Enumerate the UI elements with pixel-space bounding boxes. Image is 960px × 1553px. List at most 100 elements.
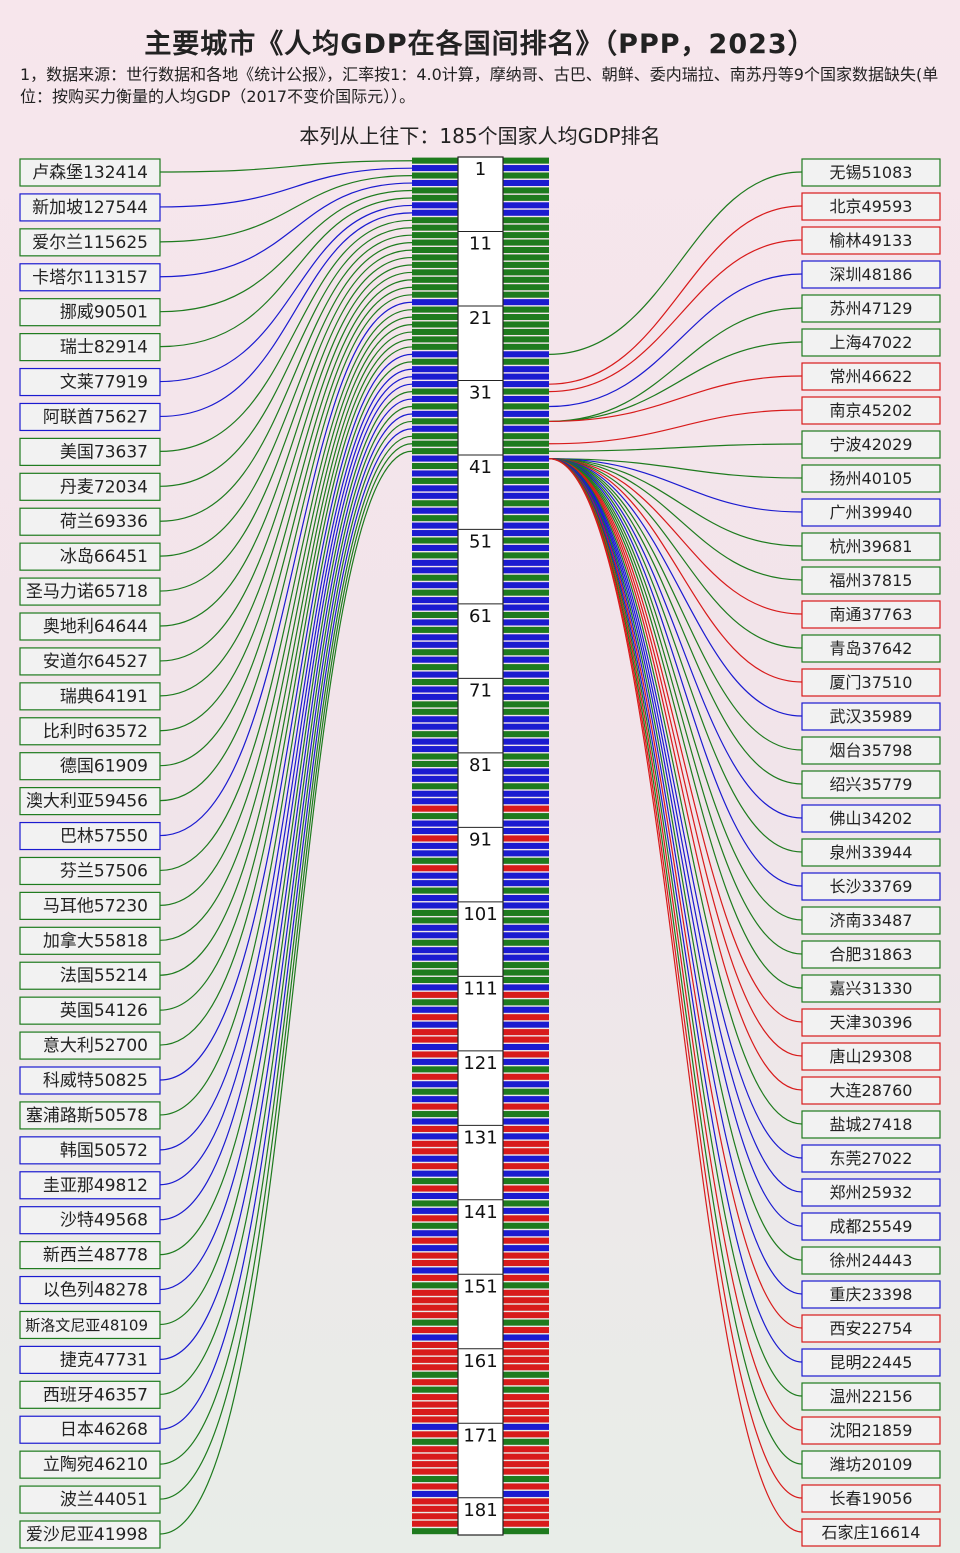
country-label-box (19, 856, 161, 886)
rank-bar-left (412, 589, 458, 596)
city-connector (548, 458, 803, 921)
country-label-box (19, 472, 161, 501)
rank-bar-right (503, 336, 549, 343)
city-label-box (801, 1076, 941, 1105)
country-connector (159, 353, 413, 1081)
rank-bar-left (412, 1088, 458, 1095)
rank-tick-label: 31 (469, 382, 492, 403)
rank-bar-right (503, 567, 549, 574)
rank-bar-right (503, 299, 549, 306)
rank-bar-left (412, 246, 458, 254)
city-connector (548, 458, 803, 1227)
country-label-box (19, 507, 161, 536)
rank-bar-left (412, 1267, 458, 1274)
rank-bar-right (503, 537, 549, 544)
country-label-box (19, 821, 161, 851)
rank-bar-left (412, 1513, 458, 1520)
country-label: 捷克47731 (60, 1350, 148, 1370)
rank-bar-left (412, 477, 458, 484)
country-label-box (19, 891, 161, 920)
rank-bar-right (503, 1163, 549, 1170)
country-connector (159, 227, 413, 487)
city-label-box (801, 1484, 941, 1513)
city-label-box (801, 1416, 941, 1445)
rank-bar-left (412, 939, 458, 946)
country-label-box (19, 437, 161, 466)
rank-bar-right (503, 1118, 549, 1125)
rank-bar-left (412, 686, 458, 693)
rank-bar-right (503, 477, 549, 484)
rank-bar-right (503, 887, 549, 894)
city-label-box (801, 498, 941, 527)
rank-bar-right (503, 976, 549, 983)
rank-bar-right (503, 1111, 549, 1118)
country-label: 斯洛文尼亚48109 (25, 1316, 148, 1334)
rank-bar-left (412, 611, 458, 619)
rank-bar-right (503, 1282, 549, 1289)
rank-bar-left (412, 172, 458, 179)
rank-bar-right (503, 1319, 549, 1326)
rank-bar-left (412, 1036, 458, 1043)
rank-bar-left (412, 731, 458, 738)
rank-bar-left (412, 634, 458, 641)
rank-bar-left (412, 1483, 458, 1490)
chart-title: 主要城市《人均GDP在各国间排名》（PPP，2023） (144, 29, 816, 60)
country-connector (159, 286, 413, 767)
rank-tick-label: 121 (463, 1053, 497, 1074)
rank-bar-right (503, 611, 549, 619)
country-connector (159, 413, 413, 1360)
rank-bar-right (503, 932, 549, 939)
city-label-box (801, 328, 941, 357)
rank-bar-left (412, 381, 458, 388)
country-connector (159, 182, 413, 278)
rank-bar-right (503, 820, 549, 827)
rank-bar-left (412, 1192, 458, 1200)
country-connector (159, 175, 413, 243)
country-label: 塞浦路斯50578 (26, 1106, 148, 1126)
rank-bar-right (503, 1498, 549, 1505)
rank-bar-right (503, 224, 549, 231)
rank-bar-right (503, 515, 549, 522)
country-label-box (19, 787, 161, 816)
rank-bar-left (412, 1364, 458, 1371)
rank-bar-right (503, 753, 549, 760)
city-connector (548, 458, 803, 1261)
city-connector (548, 443, 803, 452)
rank-bar-right (503, 1237, 549, 1244)
country-connector (159, 331, 413, 976)
city-label-box (801, 804, 941, 833)
rank-bar-left (412, 1103, 458, 1110)
rank-bar-right (503, 1215, 549, 1222)
rank-bar-left (412, 671, 458, 678)
rank-bar-left (412, 820, 458, 827)
country-label: 加拿大55818 (43, 930, 148, 951)
country-connector (159, 316, 413, 906)
rank-bar-right (503, 433, 549, 440)
rank-bar-right (503, 254, 549, 261)
city-label-box (801, 974, 941, 1003)
rank-bar-right (503, 284, 549, 291)
rank-bar-left (412, 321, 458, 328)
rank-bar-right (503, 1364, 549, 1371)
rank-bar-right (503, 679, 549, 686)
rank-bar-right (503, 194, 549, 201)
country-connector (159, 189, 413, 313)
country-label: 法国55214 (60, 966, 148, 986)
rank-bar-left (412, 768, 458, 775)
rank-bar-right (503, 738, 549, 745)
rank-bar-right (503, 1081, 549, 1088)
rank-bar-left (412, 1394, 458, 1401)
city-label-box (801, 634, 941, 663)
country-label: 文莱77919 (60, 373, 148, 393)
rank-bar-right (503, 455, 549, 462)
rank-bar-left (412, 1282, 458, 1289)
rank-bar-right (503, 1021, 549, 1028)
city-connector (548, 458, 803, 751)
country-label: 瑞士82914 (60, 338, 148, 358)
rank-bar-right (503, 559, 549, 566)
rank-bar-right (503, 1490, 549, 1497)
country-label: 德国61909 (60, 757, 148, 777)
city-label-box (801, 362, 941, 391)
rank-bar-right (503, 1312, 549, 1319)
city-connector (548, 458, 803, 479)
